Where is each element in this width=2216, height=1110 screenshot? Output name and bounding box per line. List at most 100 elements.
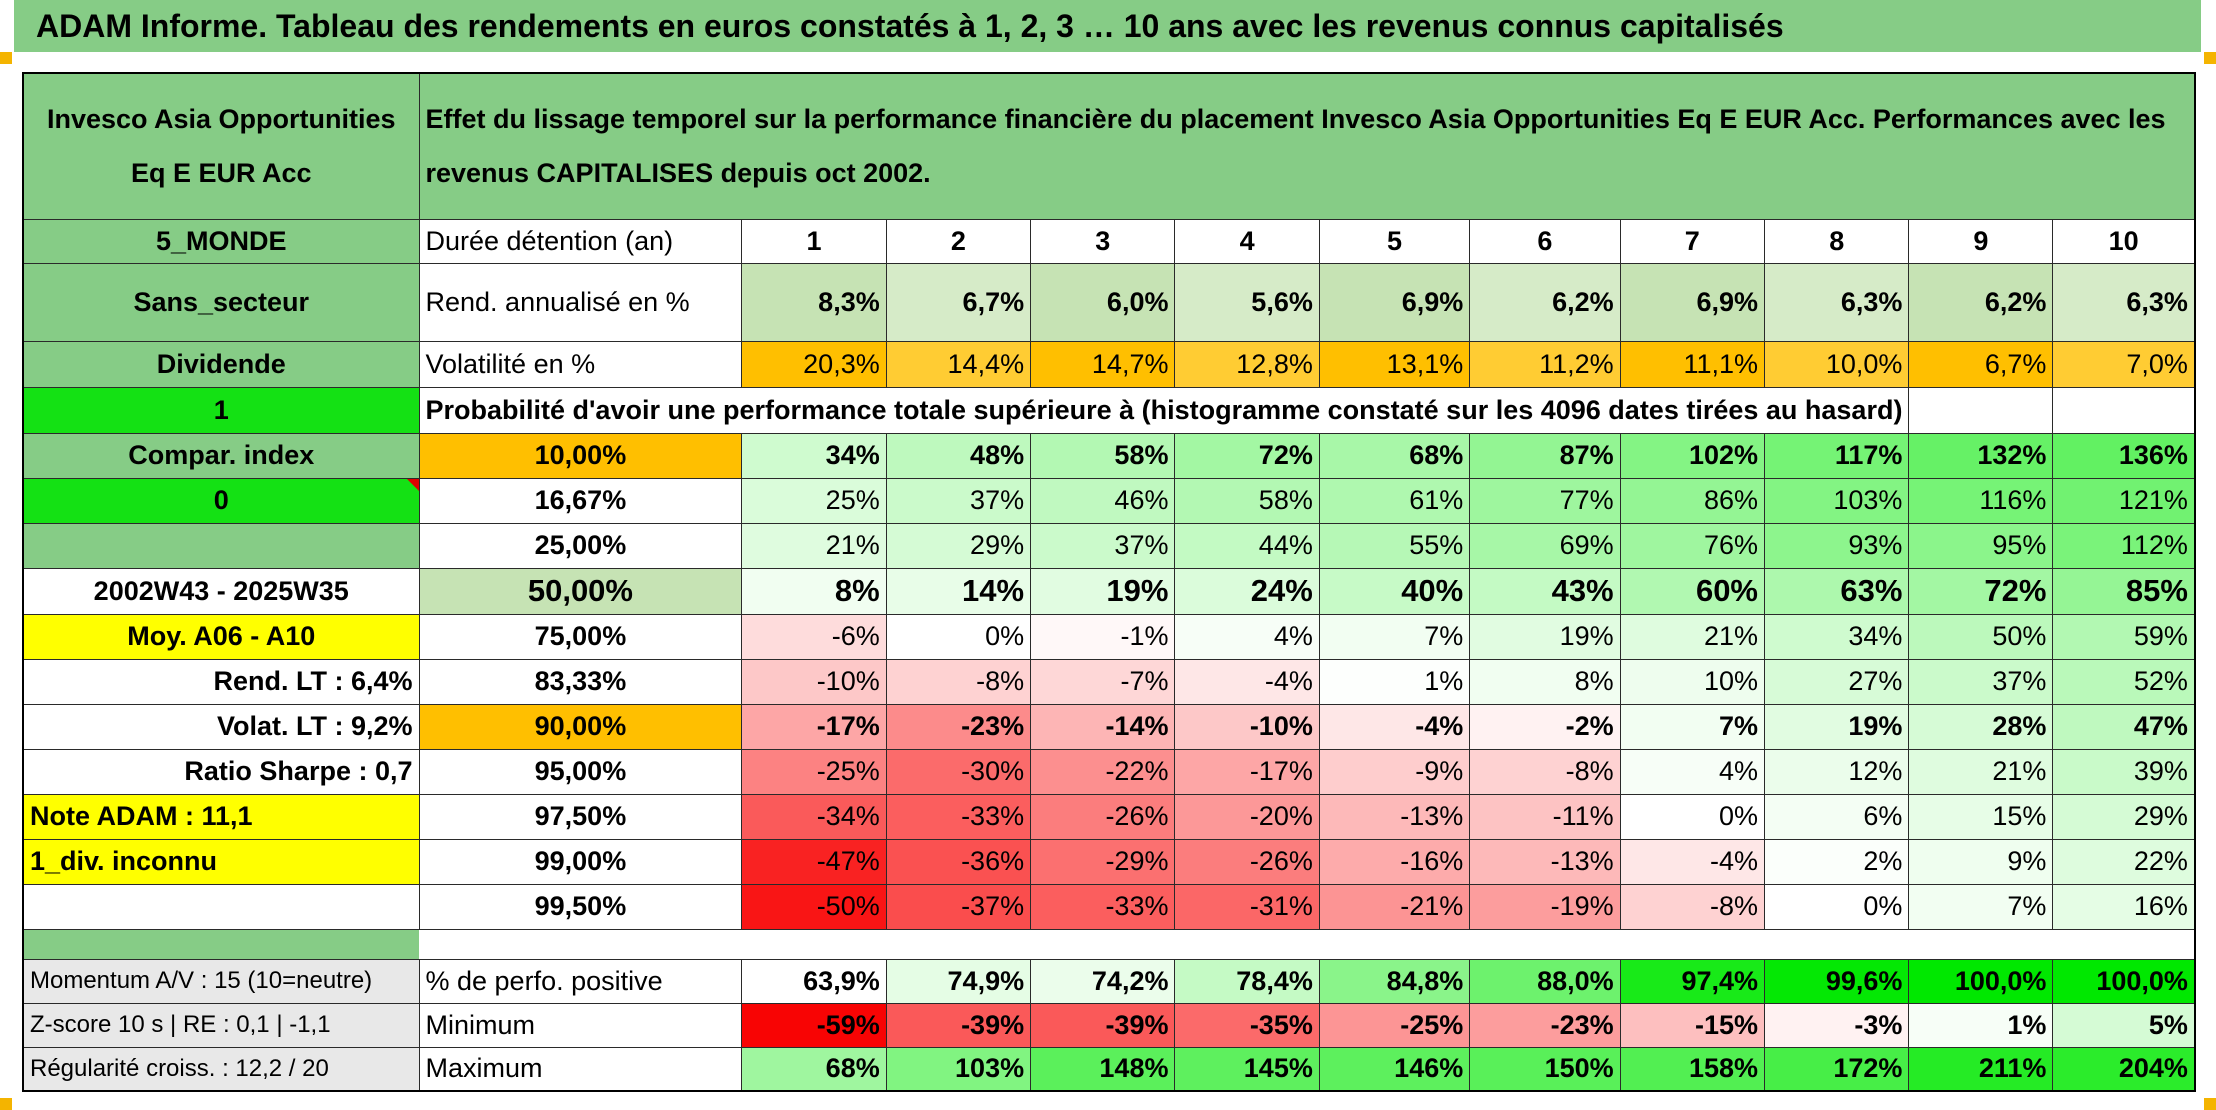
year-header: 1 [741,218,887,264]
positive-cell: 74,9% [885,958,1032,1004]
maximum-cell: 150% [1469,1046,1621,1092]
empty-cell [1908,386,2054,434]
perf-cell: 29% [885,522,1032,569]
empty-cell [2052,386,2196,434]
empty-left-cell [22,883,420,930]
perf-cell: 4% [1619,748,1766,795]
minimum-cell: -59% [741,1002,887,1048]
maximum-cell: 172% [1763,1046,1910,1092]
div-note-label: 1_div. inconnu [22,838,420,885]
perf-cell: 27% [1763,658,1910,705]
year-header: 2 [885,218,1032,264]
rend-cell: 6,3% [2052,262,2196,342]
perf-cell: -19% [1469,883,1621,930]
threshold-cell: 75,00% [418,613,743,660]
perf-cell: 121% [2052,477,2196,524]
minimum-cell: -3% [1763,1002,1910,1048]
maximum-cell: 158% [1619,1046,1766,1092]
note-label: Note ADAM : 11,1 [22,793,420,840]
perf-cell: 60% [1619,567,1766,615]
perf-cell: 2% [1763,838,1910,885]
perf-cell: -26% [1030,793,1176,840]
year-header: 7 [1619,218,1766,264]
year-header: 9 [1908,218,2054,264]
index-flag: 1 [22,386,420,434]
perf-cell: 72% [1908,567,2054,615]
perf-cell: -34% [741,793,887,840]
perf-cell: -14% [1030,703,1176,750]
regularite-label: Régularité croiss. : 12,2 / 20 [22,1046,420,1092]
perf-cell: 4% [1174,613,1320,660]
corner-marker-top-left [0,52,12,64]
rend-cell: 6,0% [1030,262,1176,342]
perf-cell: -4% [1174,658,1320,705]
perf-cell: -47% [741,838,887,885]
perf-cell: 68% [1318,432,1471,479]
perf-cell: -20% [1174,793,1320,840]
vol-cell: 11,1% [1619,340,1766,388]
prob-row: Moy. A06 - A10 75,00% -6% 0% -1% 4% 7% 19% 21% 34… [22,613,2196,660]
year-header: 3 [1030,218,1176,264]
minimum-cell: -15% [1619,1002,1766,1048]
zero-flag: 0 [22,477,420,524]
perf-cell: 55% [1318,522,1471,569]
perf-cell: 24% [1174,567,1320,615]
perf-cell: -22% [1030,748,1176,795]
perf-cell: 50% [1908,613,2054,660]
perf-cell: -13% [1469,838,1621,885]
rend-cell: 6,9% [1619,262,1766,342]
rend-cell: 8,3% [741,262,887,342]
proba-label: Probabilité d'avoir une performance tota… [418,386,1910,434]
spacer-cell [419,929,2195,959]
compar-index-label: Compar. index [22,432,420,479]
momentum-label: Momentum A/V : 15 (10=neutre) [22,958,420,1004]
vol-cell: 13,1% [1318,340,1471,388]
perf-cell: 136% [2052,432,2196,479]
year-header: 5 [1318,218,1471,264]
positive-cell: 100,0% [2052,958,2196,1004]
rend-lt-label: Rend. LT : 6,4% [22,658,420,705]
minimum-label: Minimum [418,1002,743,1048]
perf-cell: 9% [1908,838,2054,885]
perf-cell: -50% [741,883,887,930]
volat-lt-label: Volat. LT : 9,2% [22,703,420,750]
perf-cell: 21% [1619,613,1766,660]
year-header: 6 [1469,218,1621,264]
perf-cell: 37% [1908,658,2054,705]
perf-cell: 8% [741,567,887,615]
threshold-cell: 83,33% [418,658,743,705]
perf-cell: 95% [1908,522,2054,569]
zone-label: 5_MONDE [22,218,420,264]
vol-cell: 6,7% [1908,340,2054,388]
positive-cell: 63,9% [741,958,887,1004]
perf-cell: -33% [1030,883,1176,930]
perf-cell: 16% [2052,883,2196,930]
minimum-cell: -25% [1318,1002,1471,1048]
perf-cell: -21% [1318,883,1471,930]
year-header: 8 [1763,218,1910,264]
minimum-cell: -35% [1174,1002,1320,1048]
rend-cell: 6,3% [1763,262,1910,342]
perf-cell: -4% [1318,703,1471,750]
perf-cell: 76% [1619,522,1766,569]
maximum-cell: 211% [1908,1046,2054,1092]
perf-cell: 86% [1619,477,1766,524]
prob-row: Note ADAM : 11,1 97,50% -34% -33% -26% -20% -1… [22,793,2196,840]
perf-cell: 52% [2052,658,2196,705]
perf-cell: 34% [741,432,887,479]
maximum-cell: 68% [741,1046,887,1092]
perf-cell: -36% [885,838,1032,885]
vol-cell: 14,7% [1030,340,1176,388]
perf-cell: -26% [1174,838,1320,885]
perf-cell: 117% [1763,432,1910,479]
type-label: Dividende [22,340,420,388]
positive-cell: 74,2% [1030,958,1176,1004]
perf-cell: 7% [1908,883,2054,930]
vol-cell: 7,0% [2052,340,2196,388]
threshold-cell: 90,00% [418,703,743,750]
duree-label: Durée détention (an) [418,218,743,264]
perf-cell: 77% [1469,477,1621,524]
perf-cell: -10% [741,658,887,705]
perf-cell: 0% [1763,883,1910,930]
perf-cell: 43% [1469,567,1621,615]
